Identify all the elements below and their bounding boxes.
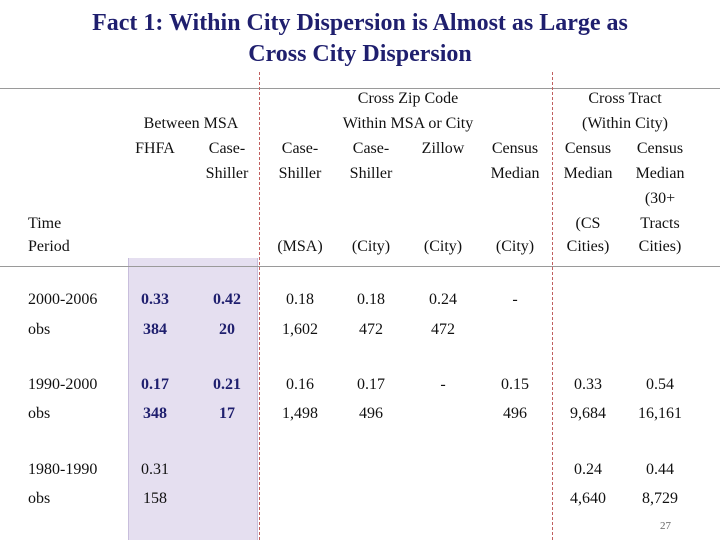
cell-case-shiller: 17 — [219, 405, 235, 422]
row-label: 1990-2000 — [28, 376, 98, 393]
header-census-2: Median — [490, 165, 540, 182]
cell-msa: 0.16 — [286, 376, 314, 393]
cell-fhfa: 348 — [143, 405, 167, 422]
row-label: obs — [28, 490, 51, 507]
cell-cs-cities: 4,640 — [570, 490, 606, 507]
cell-cs-cities: 9,684 — [570, 405, 606, 422]
slide-title: Fact 1: Within City Dispersion is Almost… — [0, 8, 720, 70]
header-census-3: (City) — [495, 238, 535, 255]
header-msa-cs-2: Shiller — [278, 165, 322, 182]
cell-city: 0.17 — [357, 376, 385, 393]
row-label: 2000-2006 — [28, 291, 98, 308]
cell-tracts: 8,729 — [642, 490, 678, 507]
header-cross-zip-2: Within MSA or City — [342, 115, 474, 132]
header-tract-30-4: Tracts — [640, 215, 680, 232]
header-city-cs-3: (City) — [351, 238, 391, 255]
header-bottom-rule — [0, 266, 720, 267]
cell-fhfa: 0.31 — [141, 461, 169, 478]
header-cross-zip-1: Cross Zip Code — [357, 90, 459, 107]
header-cs-2: Shiller — [205, 165, 249, 182]
between-msa-highlight — [128, 258, 258, 540]
cell-cs-cities: 0.24 — [574, 461, 602, 478]
header-tract-30-2: Median — [635, 165, 685, 182]
cell-tracts: 16,161 — [638, 405, 682, 422]
cell-fhfa: 0.33 — [141, 291, 169, 308]
header-cross-tract-1: Cross Tract — [588, 90, 662, 107]
cell-fhfa: 0.17 — [141, 376, 169, 393]
row-label: obs — [28, 321, 51, 338]
header-city-cs-1: Case- — [352, 140, 390, 157]
cell-tracts: 0.44 — [646, 461, 674, 478]
header-tract-cs-3: (CS — [575, 215, 601, 232]
cell-msa: 0.18 — [286, 291, 314, 308]
header-between-msa: Between MSA — [143, 115, 239, 132]
header-tract-30-3: (30+ — [644, 190, 676, 207]
header-cs-1: Case- — [208, 140, 246, 157]
header-zillow-3: (City) — [423, 238, 463, 255]
header-period: Period — [28, 238, 70, 255]
row-label: obs — [28, 405, 51, 422]
cell-case-shiller: 0.21 — [213, 376, 241, 393]
header-tract-30-1: Census — [636, 140, 684, 157]
row-label: 1980-1990 — [28, 461, 98, 478]
title-line-1: Fact 1: Within City Dispersion is Almost… — [92, 10, 628, 36]
header-msa-cs-3: (MSA) — [277, 238, 323, 255]
cell-zillow: 472 — [431, 321, 455, 338]
header-fhfa: FHFA — [135, 140, 175, 157]
cell-zillow: - — [440, 376, 446, 393]
header-msa-cs-1: Case- — [281, 140, 319, 157]
header-tract-cs-2: Median — [563, 165, 613, 182]
divider-between-msa — [259, 72, 260, 540]
cell-city: 472 — [359, 321, 383, 338]
header-tract-cs-4: Cities) — [566, 238, 610, 255]
header-zillow-1: Zillow — [421, 140, 465, 157]
header-city-cs-2: Shiller — [349, 165, 393, 182]
cell-zillow: 0.24 — [429, 291, 457, 308]
header-time: Time — [28, 215, 62, 232]
cell-city: 496 — [359, 405, 383, 422]
divider-cross-tract — [552, 72, 553, 540]
cell-case-shiller: 0.42 — [213, 291, 241, 308]
page-number: 27 — [660, 520, 671, 532]
cell-census: - — [512, 291, 518, 308]
cell-case-shiller: 20 — [219, 321, 235, 338]
cell-census: 496 — [503, 405, 527, 422]
header-census-1: Census — [491, 140, 539, 157]
cell-census: 0.15 — [501, 376, 529, 393]
cell-msa: 1,602 — [282, 321, 318, 338]
cell-tracts: 0.54 — [646, 376, 674, 393]
title-line-2: Cross City Dispersion — [248, 41, 472, 67]
cell-cs-cities: 0.33 — [574, 376, 602, 393]
cell-fhfa: 384 — [143, 321, 167, 338]
cell-msa: 1,498 — [282, 405, 318, 422]
cell-fhfa: 158 — [143, 490, 167, 507]
header-cross-tract-2: (Within City) — [581, 115, 669, 132]
header-tract-30-5: Cities) — [638, 238, 682, 255]
header-tract-cs-1: Census — [564, 140, 612, 157]
cell-city: 0.18 — [357, 291, 385, 308]
header-top-rule — [0, 88, 720, 89]
